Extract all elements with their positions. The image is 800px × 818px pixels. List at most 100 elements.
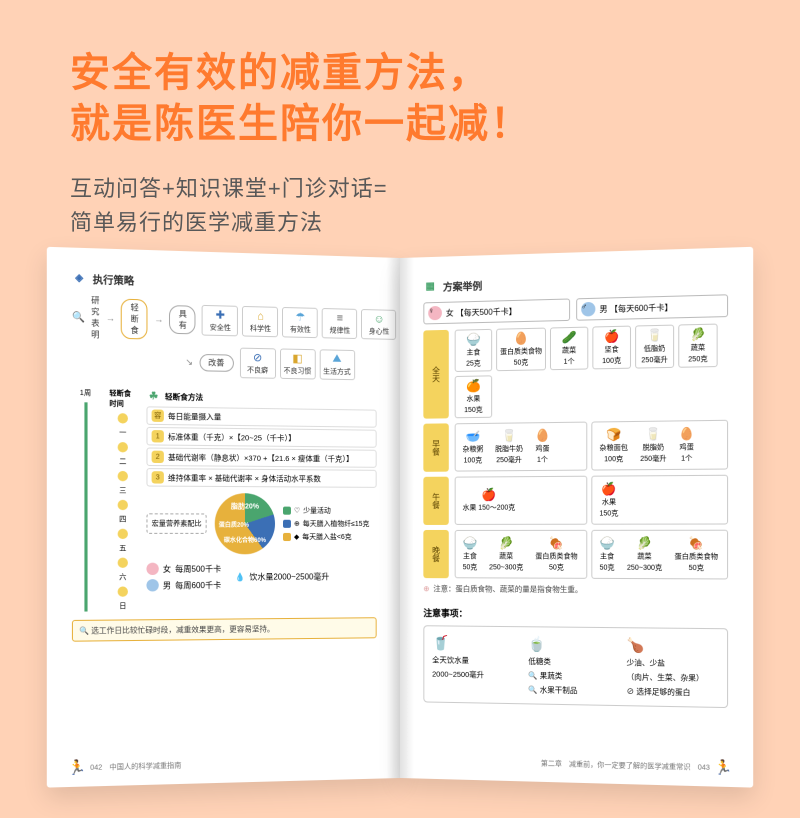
plan-row: 全天 🍚主食25克🥚蛋白质类食物50克🥒蔬菜1个🍎坚食100克🥛低脂奶250毫升… bbox=[423, 323, 728, 418]
food-amount: 100克 bbox=[602, 356, 621, 367]
note-icon: 🍗 bbox=[627, 636, 719, 655]
flow-top-boxes: ✚安全性⌂科学性☂有效性≡规律性☺身心性 bbox=[202, 305, 397, 340]
feature-icon: ⊘ bbox=[253, 351, 262, 364]
food-name: 主食 bbox=[463, 551, 477, 561]
method-title: 轻断食方法 bbox=[165, 391, 203, 403]
food-name: 主食 bbox=[466, 347, 480, 357]
day-dot bbox=[118, 413, 128, 423]
flow-feature: ⊘不良癖 bbox=[240, 348, 276, 379]
feature-icon: ◧ bbox=[292, 352, 302, 365]
tip-text: 每天膳入植物纤≤15克 bbox=[303, 519, 370, 529]
food-icon: 🍎 bbox=[601, 482, 616, 496]
food-icon: 🥣 bbox=[466, 429, 481, 443]
day-label: 四 bbox=[119, 514, 126, 524]
list-icon: ▦ bbox=[423, 279, 437, 293]
food-icon: 🍊 bbox=[466, 379, 481, 393]
food-icon: 🍖 bbox=[689, 536, 704, 550]
plan-cells: 🍚主食25克🥚蛋白质类食物50克🥒蔬菜1个🍎坚食100克🥛低脂奶250毫升🥬蔬菜… bbox=[455, 323, 728, 418]
headline: 安全有效的减重方法， 就是陈医生陪你一起减！ bbox=[70, 48, 532, 150]
plan-cell: 🥚鸡蛋1个 bbox=[532, 426, 553, 467]
food-name: 鸡蛋 bbox=[535, 443, 549, 453]
note-line: 少油、少盐 bbox=[627, 657, 719, 670]
note-line: （肉片、生菜、杂果） bbox=[627, 671, 719, 684]
food-name: 水果 150～200克 bbox=[463, 503, 516, 513]
food-icon: 🥬 bbox=[637, 536, 652, 550]
note-line: 2000~2500毫升 bbox=[432, 668, 520, 680]
food-icon: 🍚 bbox=[463, 536, 478, 550]
day-dot bbox=[118, 500, 128, 510]
day-label: 日 bbox=[119, 601, 126, 611]
notes-title: 注意事项： bbox=[423, 606, 728, 622]
feature-icon: ⌂ bbox=[257, 310, 264, 322]
row-label: 晚餐 bbox=[423, 530, 448, 578]
food-amount: 50克 bbox=[600, 563, 615, 573]
day-dot bbox=[118, 471, 128, 481]
left-page-foot: 🏃 042 中国人的科学减重指南 bbox=[68, 756, 182, 776]
food-name: 杂粮面包 bbox=[599, 443, 628, 454]
food-amount: 1个 bbox=[681, 453, 692, 463]
left-pagenum: 042 中国人的科学减重指南 bbox=[90, 760, 181, 773]
food-name: 蛋白质类食物 bbox=[535, 551, 577, 561]
food-icon: 🥛 bbox=[647, 328, 662, 343]
day-label: 六 bbox=[119, 572, 126, 582]
tip-swatch bbox=[283, 520, 291, 528]
plan-right-block: 🍚主食50克🥬蔬菜250~300克🍖蛋白质类食物50克 bbox=[591, 530, 728, 580]
gender-icon: ♀ bbox=[428, 306, 442, 320]
plan-cell: 🍎水果 150～200克 bbox=[460, 485, 519, 516]
female-icon bbox=[146, 563, 158, 575]
feature-icon: ≡ bbox=[337, 312, 343, 324]
note-item: 🥤 全天饮水量 2000~2500毫升 bbox=[432, 634, 520, 695]
food-icon: 🥚 bbox=[514, 331, 529, 346]
pie-title: 宏量营养素配比 bbox=[146, 513, 206, 534]
quota-row: 女 每周500千卡 男 每周600千卡 💧饮水量2000~2500毫升 bbox=[146, 562, 376, 591]
food-amount: 1个 bbox=[537, 455, 548, 465]
tip-icon: ♡ bbox=[294, 507, 300, 515]
food-amount: 50克 bbox=[549, 562, 564, 572]
note-icon: 🥤 bbox=[432, 634, 520, 652]
method-h1: 每日能量摄入量 bbox=[168, 410, 221, 422]
plan-cell: 🥛低脂奶250毫升 bbox=[635, 325, 674, 369]
flow-diagram: 🔍 研究表明 → 轻断食 → 具有 ✚安全性⌂科学性☂有效性≡规律性☺身心性 ↘… bbox=[72, 294, 377, 380]
plan-left-block: 🍚主食50克🥬蔬菜250~300克🍖蛋白质类食物50克 bbox=[455, 530, 588, 579]
food-name: 低脂奶 bbox=[644, 343, 666, 354]
tip-text: 少量活动 bbox=[303, 506, 331, 516]
flow-feature: ⛰生活方式 bbox=[319, 349, 354, 380]
female-label: 女 bbox=[163, 563, 171, 574]
pie-block: 宏量营养素配比 脂肪20% 蛋白质20% 碳水化合物60% ♡少量活动⊕每天膳入… bbox=[146, 493, 376, 555]
flow-feature: ☺身心性 bbox=[361, 309, 396, 340]
food-icon: 🥬 bbox=[499, 536, 514, 550]
flow-top-label: 具有 bbox=[169, 305, 195, 334]
food-amount: 150克 bbox=[599, 508, 618, 518]
pie-tips: ♡少量活动⊕每天膳入植物纤≤15克◆每天膳入盐<6克 bbox=[283, 506, 369, 542]
book-spread: ◈ 执行策略 🔍 研究表明 → 轻断食 → 具有 ✚安全性⌂科学性☂有效性≡规律… bbox=[50, 258, 750, 818]
right-section-title: ▦ 方案举例 bbox=[423, 270, 728, 294]
right-title-text: 方案举例 bbox=[443, 278, 482, 294]
food-name: 坚食 bbox=[605, 344, 619, 355]
timeline-block: 1周 轻断食时间一二三四五六日 ☘轻断食方法 容每日能量摄入量 1标准体重（千克… bbox=[72, 388, 377, 612]
food-name: 蔬菜 bbox=[691, 342, 706, 353]
food-name: 水果 bbox=[466, 394, 480, 404]
food-amount: 50克 bbox=[689, 563, 704, 573]
plan-cell: 🍚主食50克 bbox=[596, 534, 617, 575]
food-icon: 🥛 bbox=[646, 427, 661, 442]
method-f3: 维持体重率 × 基础代谢率 × 身体活动水平系数 bbox=[168, 472, 321, 484]
note-line: 低糖类 bbox=[528, 656, 618, 668]
pie-tip: ⊕每天膳入植物纤≤15克 bbox=[283, 519, 369, 529]
store-note: ⊕ 注意：蛋白质食物、蔬菜的量是指食物生重。 bbox=[423, 583, 728, 596]
feature-label: 不良习惯 bbox=[284, 366, 312, 377]
tip-icon: ⊕ bbox=[294, 520, 300, 528]
leaf-icon: ☘ bbox=[146, 389, 160, 404]
arrow-icon: → bbox=[106, 313, 115, 324]
page-right: ▦ 方案举例 ♀女 【每天500千卡】♂男 【每天600千卡】 全天 🍚主食25… bbox=[400, 247, 753, 788]
food-icon: 🍚 bbox=[599, 536, 614, 550]
plan-cell: 🥬蔬菜250克 bbox=[678, 324, 717, 368]
food-icon: 🍚 bbox=[466, 332, 481, 346]
timeline-days: 轻断食时间一二三四五六日 bbox=[109, 388, 136, 611]
footnote-text: 选工作日比较忙碌时段，减重效果更高，更容易坚持。 bbox=[91, 624, 274, 635]
tip-swatch bbox=[283, 507, 291, 515]
note-line: 全天饮水量 bbox=[432, 654, 520, 666]
runner-left-icon: 🏃 bbox=[68, 759, 86, 777]
feature-label: 安全性 bbox=[210, 322, 231, 333]
feature-label: 生活方式 bbox=[323, 367, 351, 378]
num1-icon: 1 bbox=[152, 430, 164, 442]
